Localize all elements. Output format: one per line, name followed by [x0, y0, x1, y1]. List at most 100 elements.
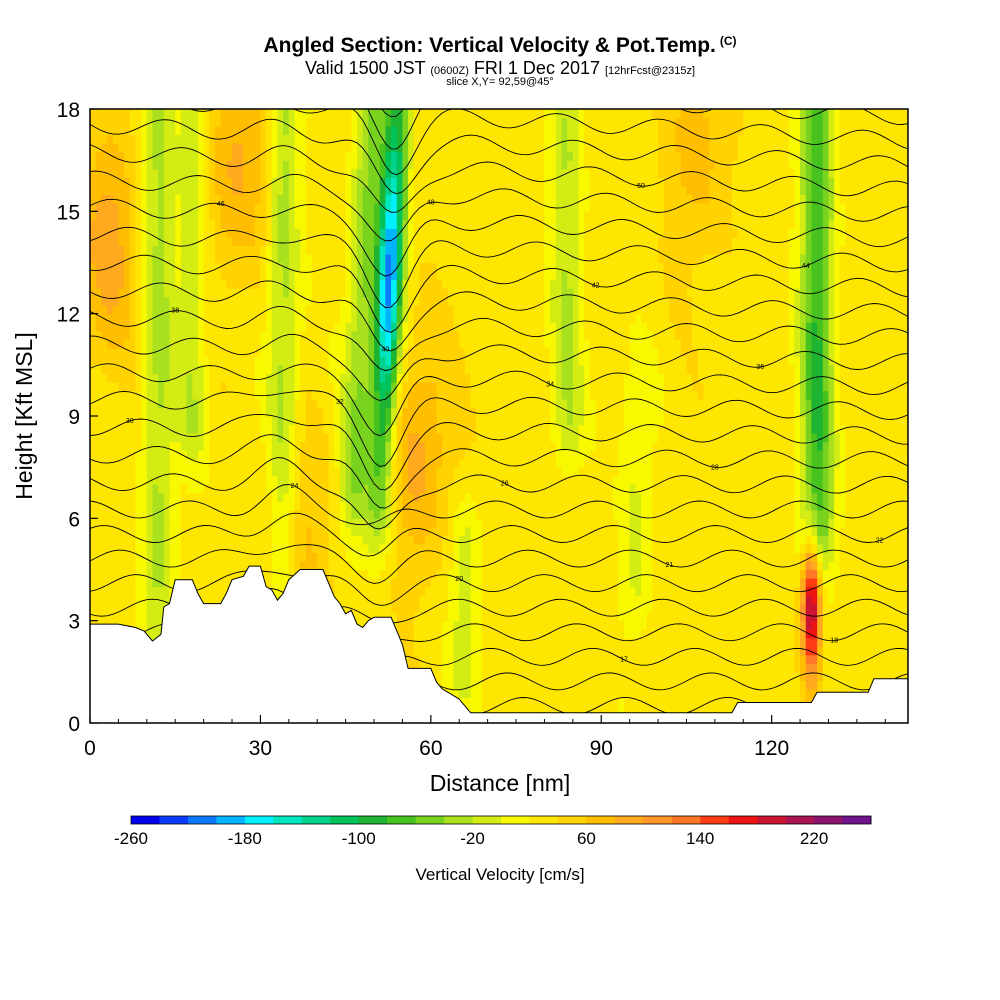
velocity-cell: [209, 398, 216, 409]
velocity-cell: [322, 109, 330, 119]
velocity-cell: [368, 109, 375, 119]
velocity-cell: [442, 219, 449, 229]
velocity-cell: [402, 194, 409, 204]
velocity-cell: [283, 305, 290, 315]
velocity-cell: [379, 416, 386, 426]
velocity-cell: [243, 305, 250, 315]
velocity-cell: [209, 160, 216, 170]
velocity-cell: [328, 484, 335, 494]
velocity-cell: [339, 109, 347, 119]
velocity-cell: [408, 305, 415, 315]
velocity-cell: [163, 271, 171, 281]
velocity-cell: [442, 177, 449, 187]
velocity-cell: [158, 143, 165, 153]
velocity-cell: [402, 253, 409, 264]
velocity-cell: [459, 467, 466, 477]
velocity-cell: [124, 407, 131, 417]
velocity-cell: [112, 262, 119, 272]
velocity-cell: [243, 245, 250, 255]
velocity-cell: [209, 526, 216, 536]
velocity-cell: [152, 356, 159, 366]
velocity-cell: [135, 126, 142, 136]
velocity-cell: [447, 492, 455, 502]
velocity-cell: [317, 177, 324, 187]
velocity-cell: [141, 109, 148, 119]
velocity-cell: [447, 177, 455, 187]
velocity-cell: [334, 151, 341, 161]
velocity-cell: [442, 288, 449, 298]
velocity-cell: [90, 313, 97, 323]
velocity-cell: [260, 535, 267, 545]
velocity-cell: [146, 288, 154, 298]
velocity-cell: [243, 407, 250, 417]
velocity-cell: [186, 509, 193, 519]
velocity-cell: [158, 211, 165, 221]
velocity-cell: [408, 467, 415, 477]
velocity-cell: [158, 305, 165, 315]
velocity-cell: [436, 398, 443, 409]
velocity-cell: [180, 390, 188, 400]
velocity-cell: [95, 381, 102, 392]
velocity-cell: [328, 330, 335, 340]
velocity-cell: [391, 518, 398, 528]
velocity-cell: [209, 475, 216, 485]
velocity-cell: [356, 185, 364, 195]
velocity-cell: [101, 330, 108, 340]
velocity-cell: [124, 569, 131, 579]
velocity-cell: [124, 441, 131, 451]
velocity-cell: [413, 407, 421, 417]
velocity-cell: [470, 458, 477, 468]
velocity-cell: [391, 236, 398, 247]
velocity-cell: [186, 245, 193, 255]
velocity-cell: [379, 330, 386, 340]
velocity-cell: [447, 126, 455, 136]
velocity-cell: [464, 253, 472, 264]
velocity-cell: [158, 364, 165, 374]
velocity-cell: [197, 109, 205, 119]
velocity-cell: [305, 475, 313, 485]
velocity-cell: [146, 202, 154, 212]
velocity-cell: [192, 416, 199, 426]
velocity-cell: [192, 322, 199, 332]
velocity-cell: [118, 143, 125, 153]
velocity-cell: [288, 228, 296, 238]
velocity-cell: [271, 296, 279, 306]
velocity-cell: [107, 143, 114, 153]
velocity-cell: [152, 202, 159, 212]
velocity-cell: [146, 356, 154, 366]
velocity-cell: [237, 467, 244, 477]
velocity-cell: [254, 526, 262, 536]
velocity-cell: [118, 381, 125, 392]
velocity-cell: [470, 475, 477, 485]
velocity-cell: [345, 245, 352, 255]
velocity-cell: [203, 339, 210, 349]
velocity-cell: [90, 433, 97, 443]
velocity-cell: [391, 578, 398, 588]
velocity-cell: [107, 245, 114, 255]
velocity-cell: [232, 347, 239, 357]
velocity-cell: [107, 151, 114, 161]
velocity-cell: [362, 134, 369, 144]
velocity-cell: [152, 168, 159, 178]
velocity-cell: [175, 569, 182, 579]
velocity-cell: [146, 262, 154, 272]
velocity-cell: [271, 450, 279, 460]
velocity-cell: [249, 296, 256, 306]
velocity-cell: [158, 296, 165, 306]
velocity-cell: [95, 441, 102, 451]
velocity-cell: [146, 492, 154, 502]
velocity-cell: [197, 569, 205, 579]
velocity-cell: [459, 143, 466, 153]
velocity-cell: [322, 356, 330, 366]
velocity-cell: [180, 458, 188, 468]
velocity-cell: [214, 143, 222, 153]
velocity-cell: [209, 322, 216, 332]
velocity-cell: [305, 458, 313, 468]
velocity-cell: [112, 160, 119, 170]
velocity-cell: [237, 126, 244, 136]
velocity-cell: [288, 330, 296, 340]
velocity-cell: [232, 416, 239, 426]
velocity-cell: [192, 552, 199, 562]
velocity-cell: [396, 407, 404, 417]
velocity-cell: [226, 492, 233, 502]
